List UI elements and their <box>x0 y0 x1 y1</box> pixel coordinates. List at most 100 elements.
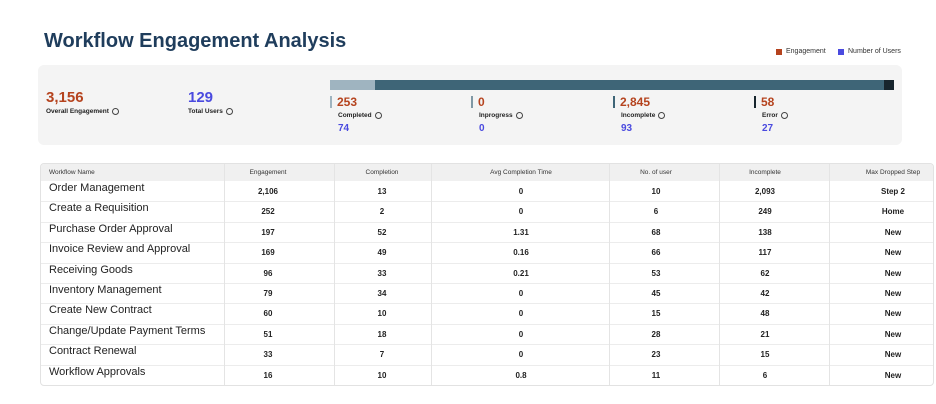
table-cell: 0 <box>518 309 524 319</box>
workflow-name: Create New Contract <box>49 304 152 317</box>
summary-card <box>38 65 902 145</box>
legend-swatch <box>838 48 844 55</box>
info-icon <box>658 112 666 119</box>
legend-item: Engagement <box>776 48 826 55</box>
table-cell: 18 <box>377 329 387 339</box>
table-cell: 7 <box>379 350 385 360</box>
legend-label: Engagement <box>786 48 826 55</box>
status-label: Inprogress <box>479 112 523 119</box>
table-cell: 13 <box>377 187 387 196</box>
table-cell: New <box>884 248 902 258</box>
overall-engagement-label: Overall Engagement <box>46 108 119 115</box>
table-cell: 0 <box>518 187 524 196</box>
info-icon <box>111 108 119 115</box>
table-cell: 34 <box>377 289 387 298</box>
table-cell: 52 <box>377 227 387 237</box>
table-cell: 2,106 <box>257 187 279 196</box>
workflow-name: Order Management <box>49 182 145 194</box>
table-cell: 62 <box>760 268 770 278</box>
table-cell: 23 <box>651 350 661 360</box>
table-cell: 249 <box>758 207 772 217</box>
table-cell: 33 <box>263 350 273 360</box>
table-row <box>41 344 933 366</box>
table-cell: 15 <box>760 350 770 360</box>
table-cell: 68 <box>651 227 661 237</box>
table-cell: 66 <box>651 248 661 258</box>
column-header: Max Dropped Step <box>865 169 921 176</box>
total-users-value: 129 <box>188 89 214 106</box>
table-cell: 96 <box>263 268 273 278</box>
table-row <box>41 201 933 223</box>
table-cell: 49 <box>377 248 387 258</box>
table-cell: 42 <box>760 289 770 298</box>
table-row <box>41 222 933 244</box>
table-cell: 10 <box>377 309 387 319</box>
legend-label: Number of Users <box>848 48 901 55</box>
workflow-name: Receiving Goods <box>49 263 133 276</box>
info-icon <box>780 112 788 119</box>
column-divider <box>224 164 225 385</box>
table-cell: 0 <box>518 350 524 360</box>
table-cell: Step 2 <box>880 187 905 196</box>
status-bar-segment <box>330 80 376 90</box>
table-cell: 10 <box>377 370 387 380</box>
table-cell: 252 <box>261 207 275 217</box>
table-cell: 11 <box>651 370 661 380</box>
table-cell: New <box>884 350 902 360</box>
status-engagement: 253 <box>337 95 358 109</box>
table-cell: 33 <box>377 268 387 278</box>
status-label: Completed <box>338 112 382 119</box>
table-cell: 2,093 <box>754 187 776 196</box>
page-title: Workflow Engagement Analysis <box>44 30 347 52</box>
table-cell: New <box>884 268 902 278</box>
column-divider <box>829 164 830 385</box>
label-text: Error <box>762 112 778 119</box>
label-text: Total Users <box>188 108 223 115</box>
table-header: Workflow Name Engagement Completion Avg Com… <box>41 164 933 181</box>
label-text: Inprogress <box>479 112 513 119</box>
status-users: 93 <box>621 123 633 134</box>
overall-engagement-value: 3,156 <box>46 89 84 106</box>
table-cell: 0 <box>518 329 524 339</box>
table-cell: 28 <box>651 329 661 339</box>
table-cell: New <box>884 370 902 380</box>
table-cell: 48 <box>760 309 770 319</box>
table-cell: 0.16 <box>513 248 529 258</box>
workflow-name: Inventory Management <box>49 284 162 296</box>
workflow-name: Change/Update Payment Terms <box>49 324 206 337</box>
workflow-table: Workflow Name Engagement Completion Avg Com… <box>40 163 934 386</box>
table-cell: 169 <box>261 248 275 258</box>
column-header: Completion <box>365 169 399 176</box>
info-icon <box>225 108 233 115</box>
table-cell: 51 <box>263 329 273 339</box>
table-cell: 53 <box>651 268 661 278</box>
status-marker <box>754 96 756 108</box>
column-divider <box>431 164 432 385</box>
table-row <box>41 263 933 284</box>
table-cell: 0.8 <box>515 370 527 380</box>
status-users: 74 <box>338 123 350 134</box>
status-marker <box>613 96 615 108</box>
table-row <box>41 181 933 203</box>
workflow-name: Create a Requisition <box>49 202 149 215</box>
status-users: 27 <box>762 123 774 134</box>
table-cell: 79 <box>263 289 273 298</box>
column-divider <box>609 164 610 385</box>
column-header: No. of user <box>640 169 672 176</box>
table-cell: 10 <box>651 187 661 196</box>
status-marker <box>471 96 473 108</box>
legend-swatch <box>776 48 782 55</box>
table-row <box>41 324 933 346</box>
table-cell: 117 <box>758 248 772 258</box>
status-marker <box>330 96 332 108</box>
table-cell: 6 <box>653 207 659 217</box>
status-bar-segment <box>883 80 894 90</box>
info-icon <box>515 112 523 119</box>
label-text: Overall Engagement <box>46 108 109 115</box>
table-cell: 2 <box>379 207 385 217</box>
column-header: Incomplete <box>749 169 781 176</box>
status-users: 0 <box>479 123 485 134</box>
table-cell: New <box>884 309 902 319</box>
label-text: Completed <box>338 112 372 119</box>
workflow-name: Contract Renewal <box>49 345 137 358</box>
